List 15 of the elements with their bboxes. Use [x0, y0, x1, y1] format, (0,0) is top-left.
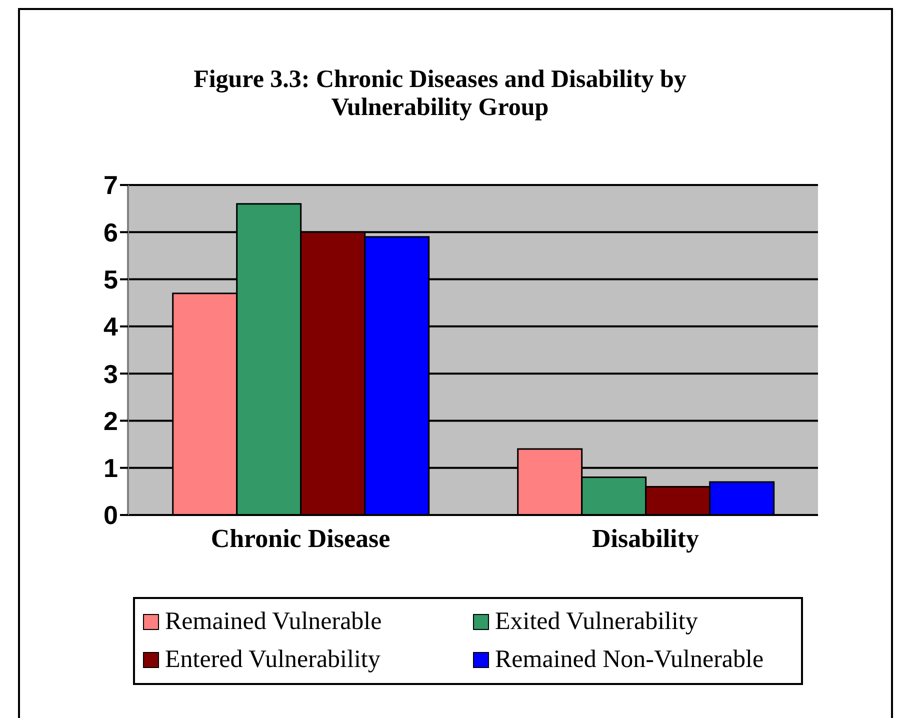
y-tick-label: 3 [104, 358, 118, 389]
y-tick-label: 5 [104, 264, 118, 295]
x-tick-label: Chronic Disease [210, 524, 390, 553]
x-tick-label: Disability [592, 524, 699, 553]
y-tick-label: 0 [104, 500, 118, 530]
y-tick-label: 6 [104, 217, 118, 248]
chart-title: Figure 3.3: Chronic Diseases and Disability by Vulnerability Group [194, 66, 686, 121]
legend-label: Remained Vulnerable [165, 607, 382, 637]
legend-label: Exited Vulnerability [495, 607, 698, 637]
y-tick-label: 4 [104, 312, 119, 342]
y-tick-label: 1 [104, 453, 118, 484]
legend-label: Entered Vulnerability [165, 645, 380, 675]
y-tick-label: 7 [104, 170, 118, 200]
y-tick-label: 2 [104, 406, 118, 436]
legend-label: Remained Non-Vulnerable [495, 645, 764, 675]
